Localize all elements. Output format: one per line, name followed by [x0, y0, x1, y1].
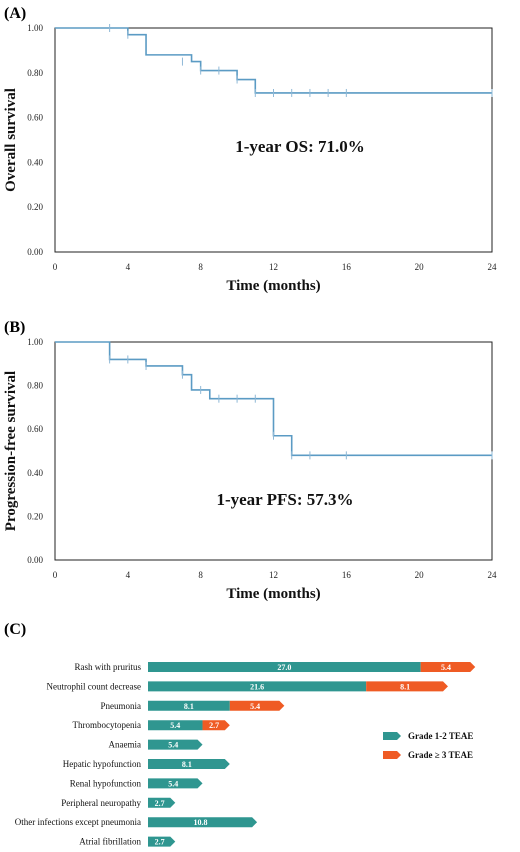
bar-segment	[420, 662, 476, 672]
category-label: Peripheral neuropathy	[61, 798, 141, 808]
y-tick-label: 0.00	[27, 247, 43, 257]
x-tick-label: 12	[269, 570, 278, 580]
x-tick-label: 8	[198, 570, 203, 580]
bar-value-label: 5.4	[250, 702, 260, 711]
x-axis-title: Time (months)	[226, 586, 320, 602]
bar-segment	[202, 720, 230, 731]
bar-value-label: 8.1	[400, 682, 410, 691]
y-tick-label: 0.00	[27, 555, 43, 565]
bar-value-label: 2.7	[155, 838, 165, 847]
bar-segment	[148, 681, 367, 692]
legend-entry: Grade 1-2 TEAE	[408, 731, 473, 741]
bar-segment	[148, 778, 203, 789]
legend-swatch	[383, 732, 401, 740]
x-tick-label: 0	[53, 570, 58, 580]
x-tick-label: 24	[488, 570, 498, 580]
bar-value-label: 5.4	[168, 779, 178, 788]
y-tick-label: 0.80	[27, 381, 43, 391]
bar-segment	[148, 817, 258, 828]
bar-segment	[229, 700, 285, 711]
bar-value-label: 8.1	[184, 702, 194, 711]
x-tick-label: 20	[415, 262, 425, 272]
bar-value-label: 27.0	[277, 663, 291, 672]
bar-value-label: 21.6	[250, 682, 264, 691]
plot-frame	[54, 341, 493, 561]
bar-segment	[148, 759, 230, 769]
x-tick-label: 16	[342, 570, 352, 580]
bar-segment	[148, 836, 176, 847]
y-tick-label: 0.80	[27, 68, 43, 78]
summary-annotation: 1-year OS: 71.0%	[235, 137, 365, 156]
bar-segment	[148, 662, 421, 672]
x-tick-label: 4	[126, 570, 131, 580]
x-tick-label: 20	[415, 570, 425, 580]
y-tick-label: 0.40	[27, 157, 43, 167]
x-tick-label: 0	[53, 262, 58, 272]
panel-label: (B)	[4, 319, 25, 336]
category-label: Atrial fibrillation	[79, 837, 141, 847]
panel-label: (C)	[4, 621, 26, 638]
x-tick-label: 4	[126, 262, 131, 272]
category-label: Other infections except pneumonia	[15, 817, 141, 827]
bar-segment	[148, 720, 203, 731]
bar-value-label: 5.4	[170, 721, 180, 730]
bar-value-label: 10.8	[194, 818, 208, 827]
y-axis-title: Overall survival	[3, 88, 19, 192]
category-label: Neutrophil count decrease	[47, 681, 141, 691]
bar-value-label: 2.7	[209, 721, 219, 730]
y-tick-label: 0.60	[27, 424, 43, 434]
y-axis-title: Progression-free survival	[3, 371, 19, 531]
panel-label: (A)	[4, 5, 26, 22]
bar-segment	[148, 739, 203, 750]
category-label: Thrombocytopenia	[73, 720, 141, 730]
category-label: Anaemia	[109, 740, 141, 750]
x-tick-label: 24	[488, 262, 498, 272]
bar-value-label: 2.7	[155, 799, 165, 808]
survival-curve	[55, 27, 492, 94]
plot-frame	[54, 27, 493, 253]
bar-segment	[366, 681, 448, 692]
legend-swatch	[383, 751, 401, 759]
bar-segment	[148, 700, 230, 711]
category-label: Renal hypofunction	[70, 778, 142, 788]
y-tick-label: 1.00	[27, 337, 43, 347]
x-axis-title: Time (months)	[226, 278, 320, 294]
bar-segment	[148, 797, 176, 808]
x-tick-label: 8	[198, 262, 203, 272]
bar-value-label: 5.4	[441, 663, 451, 672]
summary-annotation: 1-year PFS: 57.3%	[216, 490, 353, 509]
bar-value-label: 8.1	[182, 760, 192, 769]
bar-value-label: 5.4	[168, 741, 178, 750]
x-tick-label: 16	[342, 262, 352, 272]
legend-entry: Grade ≥ 3 TEAE	[408, 750, 473, 760]
category-label: Hepatic hypofunction	[63, 759, 142, 769]
category-label: Rash with pruritus	[75, 662, 142, 672]
x-tick-label: 12	[269, 262, 278, 272]
category-label: Pneumonia	[101, 701, 142, 711]
y-tick-label: 0.20	[27, 202, 43, 212]
y-tick-label: 0.60	[27, 113, 43, 123]
y-tick-label: 0.40	[27, 468, 43, 478]
y-tick-label: 1.00	[27, 23, 43, 33]
y-tick-label: 0.20	[27, 511, 43, 521]
